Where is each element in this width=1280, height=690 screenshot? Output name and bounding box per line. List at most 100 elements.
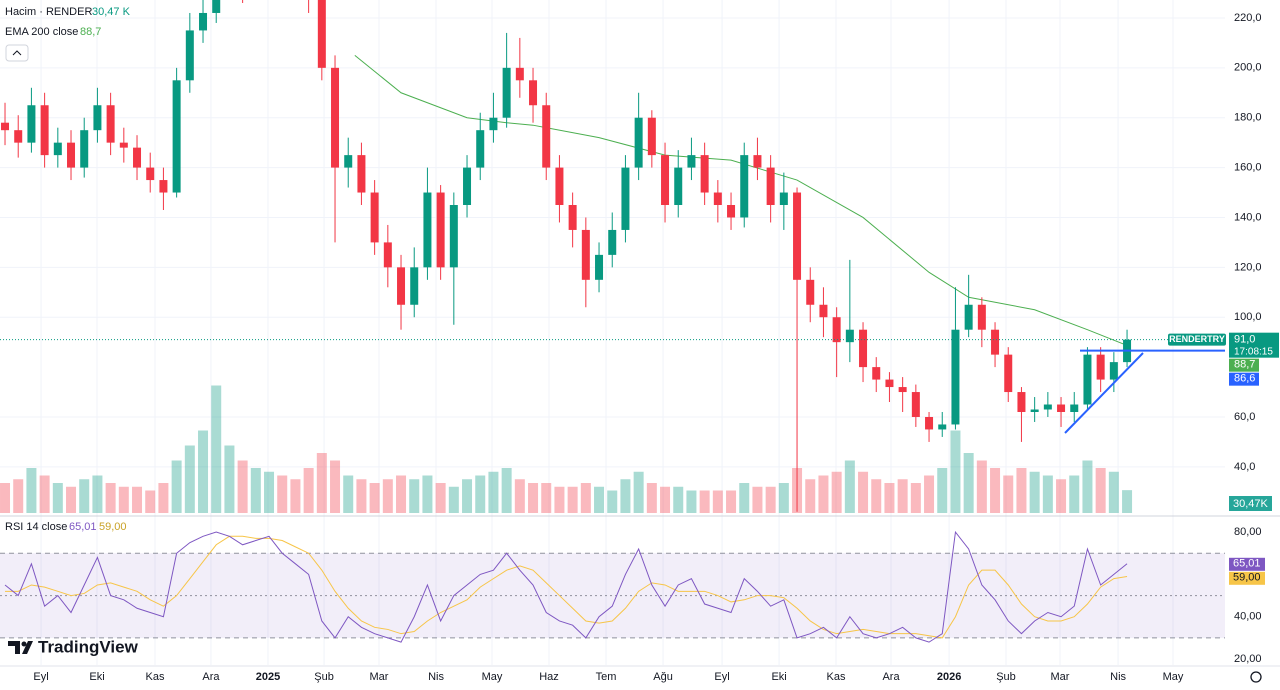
volume-bar [316,453,327,513]
candle-body [951,329,960,425]
logo-dot [21,641,27,647]
x-tick-label: Kas [826,671,845,683]
volume-bar [79,479,90,513]
volume-bar [184,445,195,513]
y-tick-label: 120,0 [1234,261,1262,273]
volume-bar [462,479,473,513]
rsi-value-box [1229,557,1265,571]
price-pane [0,0,1133,513]
volume-bar [264,471,275,513]
candle-body [146,167,155,181]
candle-body [753,155,762,168]
hline-value-label: 86,6 [1234,373,1255,385]
volume-bar [646,483,657,513]
settings-icon[interactable] [1250,671,1262,683]
y-tick-label: 60,0 [1234,411,1255,423]
rsi-tick-label: 20,00 [1234,653,1262,665]
candle-body [344,155,353,168]
candle-body [159,180,168,193]
x-tick-label: Şub [996,671,1016,683]
volume-bar [567,486,578,513]
x-tick-label: Ara [882,671,900,683]
volume-bar [118,486,129,513]
candle-body [898,387,907,393]
rsi-value-box [1229,571,1265,585]
volume-bar [198,430,209,513]
y-tick-label: 140,0 [1234,211,1262,223]
overlay: RENDERTRY 91,017:08:15 88,7 86,6 30,47K 65,01… [0,332,1279,585]
candle-body [331,67,340,168]
candle-body [476,130,485,168]
volume-bar [422,475,433,513]
volume-bar [633,471,644,513]
volume-legend: Hacim · RENDER [5,6,92,18]
volume-bar [1095,468,1106,513]
collapse-icon [12,50,22,56]
x-tick-label: Eyl [714,671,729,683]
candle-body [991,329,1000,355]
volume-bar [409,479,420,513]
volume-bar [211,385,222,513]
volume-bar [805,479,816,513]
collapse-button[interactable] [5,44,29,62]
volume-bar [158,483,169,513]
volume-bar [66,486,77,513]
candle-body [938,424,947,430]
volume-bar [910,483,921,513]
x-tick-label: May [482,671,503,683]
volume-bar [871,479,882,513]
volume-bar [277,475,288,513]
candle-body [713,192,722,206]
volume-bar [171,460,182,513]
volume-bar [330,460,341,513]
candle-body [1083,354,1092,405]
volume-bar [92,475,103,513]
candle-body [80,130,89,168]
y-tick-label: 40,0 [1234,461,1255,473]
last-price-box [1229,332,1279,358]
ema-legend-value: 88,7 [80,26,101,38]
volume-bar [752,486,763,513]
volume-bar [660,486,671,513]
logo-text: TradingView [38,637,139,656]
volume-bar [554,486,565,513]
volume-bar [448,486,459,513]
symbol-box [1168,333,1226,346]
x-tick-label: Ağu [653,671,673,683]
x-tick-label: Eki [89,671,104,683]
candle-body [383,242,392,268]
volume-bar [514,479,525,513]
volume-value-label: 30,47K [1233,498,1269,510]
candle-body [977,304,986,330]
candle-body [1017,392,1026,412]
candle-body [542,105,551,168]
candle-body [1004,354,1013,393]
x-tick-label: Şub [314,671,334,683]
volume-bar [1122,490,1133,513]
candle-body [700,155,709,193]
rsi-value-label: 59,00 [1233,572,1261,584]
volume-value-box [1229,496,1272,511]
volume-bar [475,475,486,513]
x-tick-label: Eki [771,671,786,683]
candle-body [621,167,630,230]
rsi-value-label: 65,01 [1233,558,1261,570]
candle-body [212,0,221,13]
volume-bar [884,483,895,513]
rsi-pane [0,530,1225,643]
candle-body [555,167,564,206]
x-tick-label: May [1163,671,1184,683]
candle-body [172,80,181,193]
candle-body [661,155,670,206]
candle-body [964,304,973,330]
volume-bar [897,479,908,513]
candle-body [779,192,788,206]
volume-bar [13,479,24,513]
volume-bar [580,483,591,513]
rsi-tick-label: 40,00 [1234,611,1262,623]
x-tick-label: Tem [596,671,617,683]
candle-body [581,229,590,280]
ema-legend: EMA 200 close [5,26,78,38]
logo-icon [8,641,33,654]
